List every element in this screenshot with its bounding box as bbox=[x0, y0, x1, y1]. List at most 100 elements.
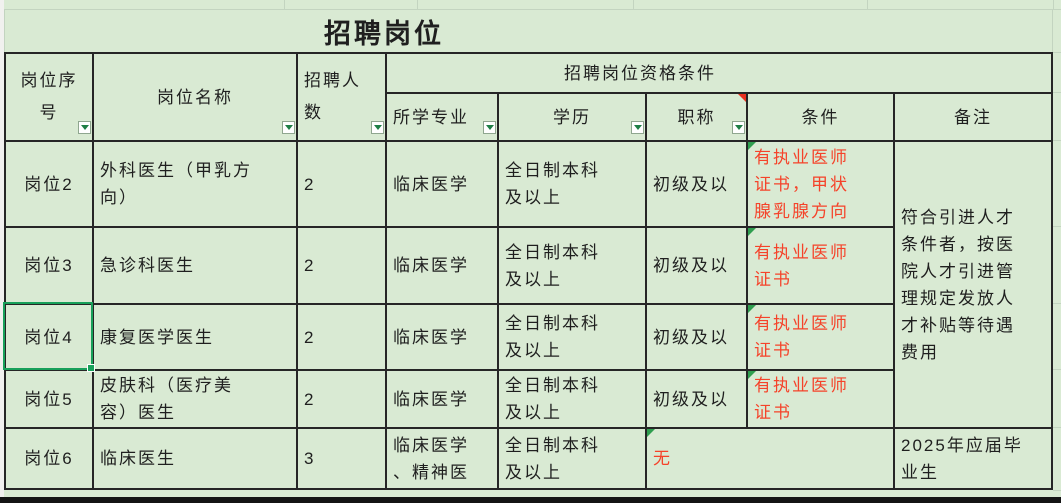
gridline bbox=[1053, 52, 1061, 53]
cell-position-name[interactable]: 临床医生 bbox=[94, 429, 296, 488]
cell-degree[interactable]: 全日制本科 及以上 bbox=[499, 305, 645, 369]
cell-text: 初级及以 bbox=[653, 174, 729, 194]
cell-condition[interactable]: 有执业医师 证书，甲状 腺乳腺方向 bbox=[748, 142, 893, 226]
cell-text: 全日制本科 及以上 bbox=[505, 161, 600, 207]
cell-condition[interactable]: 有执业医师 证书 bbox=[748, 228, 893, 303]
filter-button[interactable] bbox=[371, 121, 384, 134]
filter-arrow-icon bbox=[485, 125, 494, 130]
gridline bbox=[1053, 9, 1061, 10]
cell-degree[interactable]: 全日制本科 及以上 bbox=[499, 142, 645, 226]
cell-text: 急诊科医生 bbox=[100, 256, 195, 275]
col-header-degree[interactable]: 学历 bbox=[499, 94, 645, 140]
cell-text: 临床医学 、精神医 bbox=[393, 435, 469, 482]
col-header-remark-label: 备注 bbox=[954, 107, 992, 127]
cell-text: 临床医学 bbox=[393, 174, 469, 194]
error-flag-icon bbox=[748, 142, 756, 150]
cell-rank[interactable]: 初级及以 bbox=[647, 142, 746, 226]
cell-text: 岗位2 bbox=[24, 174, 74, 194]
filter-arrow-icon bbox=[80, 125, 89, 130]
cell-rank[interactable]: 初级及以 bbox=[647, 228, 746, 303]
cell-position-id[interactable]: 岗位5 bbox=[6, 371, 92, 427]
cell-remark[interactable]: 2025年应届毕 业生 bbox=[895, 429, 1051, 488]
cell-text: 康复医学医生 bbox=[100, 327, 214, 347]
sheet-left-edge bbox=[0, 0, 4, 497]
cell-text: 2 bbox=[304, 327, 316, 347]
cell-text: 有执业医师 证书 bbox=[754, 242, 849, 289]
cell-rank[interactable]: 初级及以 bbox=[647, 371, 746, 427]
col-header-count[interactable]: 招聘人 数 bbox=[298, 54, 385, 140]
cell-count[interactable]: 2 bbox=[298, 305, 385, 369]
cell-count[interactable]: 2 bbox=[298, 142, 385, 226]
filter-button[interactable] bbox=[78, 121, 91, 134]
gridline bbox=[1053, 140, 1061, 141]
qualification-band-header[interactable]: 招聘岗位资格条件 bbox=[387, 54, 1051, 92]
col-header-condition[interactable]: 条件 bbox=[748, 94, 893, 140]
cell-text: 岗位3 bbox=[24, 256, 74, 275]
cell-degree[interactable]: 全日制本科 及以上 bbox=[499, 228, 645, 303]
cell-major[interactable]: 临床医学 bbox=[387, 305, 497, 369]
gridline bbox=[633, 0, 634, 9]
cell-position-name[interactable]: 外科医生（甲乳方 向） bbox=[94, 142, 296, 226]
cell-rank-condition-merged[interactable]: 无 bbox=[647, 429, 893, 488]
col-header-condition-label: 条件 bbox=[801, 107, 840, 127]
filter-button[interactable] bbox=[282, 121, 295, 134]
cell-major[interactable]: 临床医学 bbox=[387, 142, 497, 226]
cell-text: 全日制本科 及以上 bbox=[505, 435, 600, 482]
col-header-position-id[interactable]: 岗位序 号 bbox=[6, 54, 92, 140]
filter-arrow-icon bbox=[734, 125, 743, 130]
cell-position-name[interactable]: 康复医学医生 bbox=[94, 305, 296, 369]
cell-position-id[interactable]: 岗位3 bbox=[6, 228, 92, 303]
comment-marker-icon bbox=[738, 94, 746, 102]
cell-text: 2 bbox=[304, 389, 316, 409]
col-header-count-label: 招聘人 数 bbox=[304, 71, 361, 122]
col-header-rank[interactable]: 职称 bbox=[647, 94, 746, 140]
cell-degree[interactable]: 全日制本科 及以上 bbox=[499, 371, 645, 427]
cell-condition[interactable]: 有执业医师 证书 bbox=[748, 371, 893, 427]
cell-text: 有执业医师 证书 bbox=[754, 376, 849, 422]
cell-position-name[interactable]: 急诊科医生 bbox=[94, 228, 296, 303]
cell-text: 全日制本科 及以上 bbox=[505, 376, 600, 422]
col-header-major-label: 所学专业 bbox=[393, 107, 469, 127]
col-header-position-name-label: 岗位名称 bbox=[157, 87, 233, 107]
cell-remark-merged[interactable]: 符合引进人才 条件者，按医 院人才引进管 理规定发放人 才补贴等待遇 费用 bbox=[895, 142, 1051, 427]
cell-degree[interactable]: 全日制本科 及以上 bbox=[499, 429, 645, 488]
cell-text: 临床医学 bbox=[393, 327, 469, 347]
cell-major[interactable]: 临床医学 、精神医 bbox=[387, 429, 497, 488]
cell-major[interactable]: 临床医学 bbox=[387, 371, 497, 427]
sheet-row-above bbox=[4, 0, 1061, 9]
cell-position-id[interactable]: 岗位6 bbox=[6, 429, 92, 488]
table-title-cell[interactable]: 招聘岗位 bbox=[4, 9, 1053, 52]
cell-condition[interactable]: 有执业医师 证书 bbox=[748, 305, 893, 369]
error-flag-icon bbox=[748, 305, 756, 313]
filter-button[interactable] bbox=[483, 121, 496, 134]
gridline bbox=[867, 0, 868, 9]
cell-position-id[interactable]: 岗位2 bbox=[6, 142, 92, 226]
cell-text: 初级及以 bbox=[653, 389, 729, 409]
col-header-remark[interactable]: 备注 bbox=[895, 94, 1051, 140]
filter-button[interactable] bbox=[732, 121, 745, 134]
gridline bbox=[1053, 490, 1061, 491]
qualification-band-label: 招聘岗位资格条件 bbox=[564, 63, 716, 83]
col-header-major[interactable]: 所学专业 bbox=[387, 94, 497, 140]
cell-text: 临床医学 bbox=[393, 389, 469, 409]
col-header-position-name[interactable]: 岗位名称 bbox=[94, 54, 296, 140]
cell-text: 外科医生（甲乳方 向） bbox=[100, 161, 252, 207]
gridline bbox=[1053, 0, 1054, 9]
cell-text: 有执业医师 证书 bbox=[754, 314, 849, 360]
cell-text: 2 bbox=[304, 174, 316, 194]
cell-major[interactable]: 临床医学 bbox=[387, 228, 497, 303]
window-bottom-edge bbox=[0, 497, 1061, 503]
cell-rank[interactable]: 初级及以 bbox=[647, 305, 746, 369]
cell-position-name[interactable]: 皮肤科（医疗美 容）医生 bbox=[94, 371, 296, 427]
filter-arrow-icon bbox=[284, 125, 293, 130]
cell-count[interactable]: 2 bbox=[298, 228, 385, 303]
cell-count[interactable]: 3 bbox=[298, 429, 385, 488]
cell-text: 初级及以 bbox=[653, 256, 729, 275]
filter-button[interactable] bbox=[631, 121, 644, 134]
cell-text: 全日制本科 及以上 bbox=[505, 242, 600, 289]
col-header-degree-label: 学历 bbox=[553, 107, 591, 127]
cell-position-id[interactable]: 岗位4 bbox=[6, 305, 92, 369]
cell-text: 3 bbox=[304, 449, 316, 468]
cell-count[interactable]: 2 bbox=[298, 371, 385, 427]
filter-arrow-icon bbox=[633, 125, 642, 130]
